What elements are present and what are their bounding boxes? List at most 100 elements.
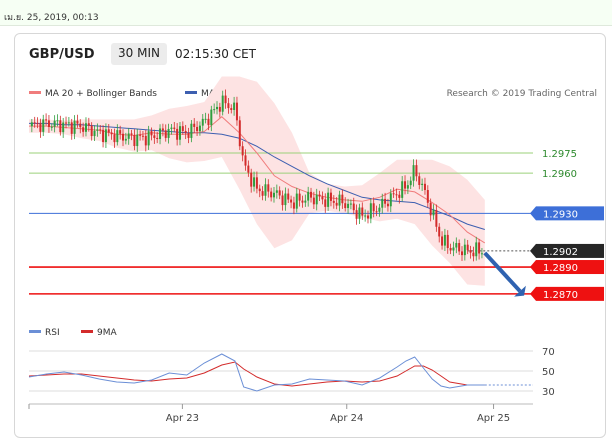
rsi-ma-legend-swatch: [81, 330, 93, 333]
candle-body: [298, 193, 301, 201]
candle-body: [213, 109, 216, 111]
level-tag-pointer-1.2890: [530, 260, 536, 275]
candle-body: [244, 155, 247, 166]
candle-body: [104, 129, 107, 143]
forecast-arrow-shaft: [483, 251, 522, 293]
candle-body: [480, 253, 483, 255]
candle-body: [324, 199, 327, 207]
candle-body: [412, 165, 415, 181]
candle-body: [144, 135, 147, 146]
candle-body: [272, 192, 275, 198]
candle-body: [327, 192, 330, 207]
candle-body: [238, 120, 241, 147]
candle-body: [307, 191, 310, 201]
candle-body: [79, 123, 82, 128]
candle-body: [463, 244, 466, 256]
candle-body: [178, 126, 181, 140]
rsi-line: [28, 353, 485, 392]
candle-body: [59, 120, 62, 133]
candle-body: [315, 194, 318, 205]
candle-body: [122, 133, 125, 141]
candle-body: [264, 184, 267, 196]
candle-body: [301, 200, 304, 203]
ma20-legend-swatch: [29, 91, 41, 94]
rsi-tick-30: 30: [542, 387, 555, 398]
candle-body: [455, 243, 458, 248]
candle-body: [261, 191, 264, 196]
candle-body: [119, 130, 122, 134]
candle-body: [369, 203, 372, 219]
candle-body: [124, 138, 127, 141]
interval-badge[interactable]: 30 MIN: [111, 43, 167, 65]
candle-body: [184, 130, 187, 134]
ma50-legend-swatch: [185, 91, 197, 94]
candle-body: [82, 127, 85, 132]
candle-body: [73, 120, 76, 134]
candle-body: [133, 134, 136, 147]
candle-body: [364, 215, 367, 217]
candle-body: [404, 181, 407, 189]
candle-body: [156, 137, 159, 139]
candle-body: [216, 106, 219, 110]
candle-body: [461, 251, 464, 256]
candle-body: [62, 122, 65, 133]
level-label-1.2975: 1.2975: [542, 149, 577, 160]
candle-body: [398, 194, 401, 198]
candle-body: [258, 188, 261, 192]
candle-body: [53, 120, 56, 127]
rsi-panel: 30 50 70: [28, 347, 555, 398]
candle-body: [415, 165, 418, 177]
candle-body: [224, 95, 227, 104]
level-tag-1.2870: [536, 286, 604, 301]
candle-body: [90, 125, 93, 137]
candle-body: [304, 200, 307, 203]
candle-body: [187, 133, 190, 138]
x-tick-label: Apr 24: [330, 413, 363, 424]
price-panel: 1.2975 1.2960 1.2930 1.2902 1.2890 1.2870: [29, 76, 604, 301]
candle-body: [466, 244, 469, 251]
candle-body: [56, 120, 59, 122]
candle-body: [421, 183, 424, 185]
candle-body: [218, 106, 221, 112]
candle-body: [426, 190, 429, 203]
candle-body: [99, 129, 102, 131]
candle-body: [352, 203, 355, 211]
candle-body: [409, 180, 412, 186]
candle-body: [70, 122, 73, 134]
candle-body: [392, 193, 395, 195]
candle-body: [136, 134, 139, 147]
candle-body: [395, 194, 398, 196]
candle-body: [39, 123, 42, 132]
rsi-tick-50: 50: [542, 367, 555, 378]
candle-body: [349, 203, 352, 205]
candle-body: [193, 123, 196, 127]
candle-body: [107, 129, 110, 133]
candle-body: [150, 131, 153, 136]
level-tag-pointer-1.2930: [530, 206, 536, 221]
candle-body: [96, 129, 99, 131]
candle-body: [130, 133, 133, 135]
candle-body: [141, 135, 144, 137]
chart-time: 02:15:30 CET: [175, 47, 256, 61]
rsi-legend-label: RSI: [45, 328, 60, 338]
candle-body: [332, 200, 335, 203]
ma20-legend-label: MA 20 + Bollinger Bands: [45, 89, 157, 99]
candle-body: [384, 198, 387, 204]
candle-body: [227, 103, 230, 109]
candle-body: [347, 203, 350, 209]
x-tick-label: Apr 25: [477, 413, 510, 424]
candle-body: [418, 176, 421, 185]
candle-body: [181, 126, 184, 131]
candle-body: [247, 165, 250, 173]
candle-body: [139, 134, 142, 136]
candle-body: [127, 133, 130, 139]
candle-body: [381, 198, 384, 208]
candle-body: [295, 193, 298, 209]
rsi-ma-line: [28, 361, 485, 387]
candle-body: [176, 128, 179, 140]
candle-body: [312, 197, 315, 205]
candle-body: [386, 203, 389, 207]
candle-body: [161, 128, 164, 131]
candle-body: [423, 183, 426, 191]
candle-body: [190, 123, 193, 138]
